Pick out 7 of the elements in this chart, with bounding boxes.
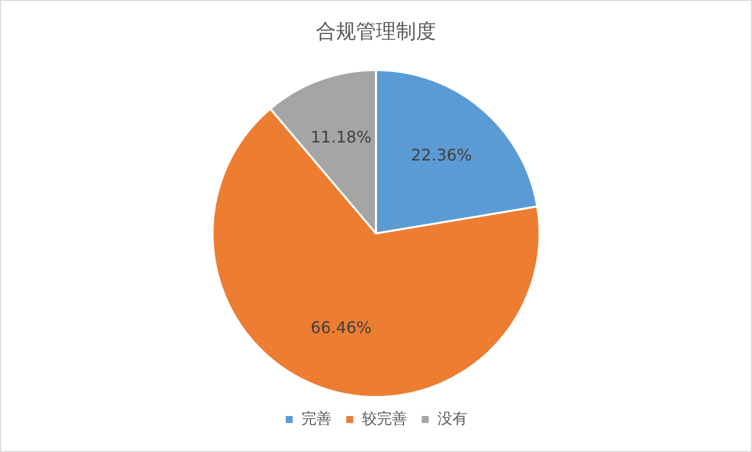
legend-label: 完善 bbox=[301, 409, 332, 428]
chart-title: 合规管理制度 bbox=[316, 19, 436, 44]
legend-label: 较完善 bbox=[362, 409, 407, 428]
data-label: 66.46% bbox=[310, 318, 372, 337]
data-label: 22.36% bbox=[410, 145, 472, 164]
legend-label: 没有 bbox=[437, 409, 468, 428]
data-label: 11.18% bbox=[310, 127, 372, 146]
